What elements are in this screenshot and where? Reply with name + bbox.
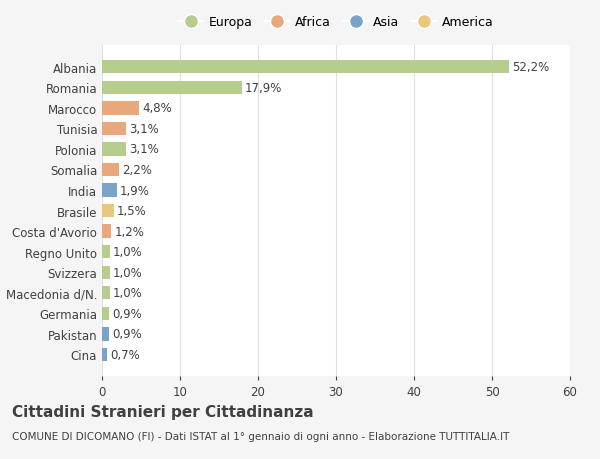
Bar	[102, 204, 114, 218]
Bar	[102, 225, 112, 238]
Legend: Europa, Africa, Asia, America: Europa, Africa, Asia, America	[175, 12, 497, 33]
Bar	[102, 102, 139, 115]
Bar	[102, 81, 242, 95]
Text: 1,0%: 1,0%	[113, 246, 143, 258]
Bar	[102, 328, 109, 341]
Bar	[102, 143, 126, 156]
Text: 17,9%: 17,9%	[245, 82, 282, 95]
Text: 0,9%: 0,9%	[112, 307, 142, 320]
Text: COMUNE DI DICOMANO (FI) - Dati ISTAT al 1° gennaio di ogni anno - Elaborazione T: COMUNE DI DICOMANO (FI) - Dati ISTAT al …	[12, 431, 509, 442]
Text: Cittadini Stranieri per Cittadinanza: Cittadini Stranieri per Cittadinanza	[12, 404, 314, 419]
Text: 3,1%: 3,1%	[130, 143, 159, 156]
Text: 2,2%: 2,2%	[122, 164, 152, 177]
Bar	[102, 266, 110, 280]
Bar	[102, 307, 109, 320]
Text: 1,0%: 1,0%	[113, 287, 143, 300]
Text: 4,8%: 4,8%	[143, 102, 172, 115]
Bar	[102, 184, 117, 197]
Bar	[102, 246, 110, 259]
Bar	[102, 61, 509, 74]
Text: 3,1%: 3,1%	[130, 123, 159, 135]
Text: 1,0%: 1,0%	[113, 266, 143, 279]
Text: 1,9%: 1,9%	[120, 184, 150, 197]
Text: 1,2%: 1,2%	[115, 225, 145, 238]
Text: 0,9%: 0,9%	[112, 328, 142, 341]
Bar	[102, 123, 126, 136]
Text: 52,2%: 52,2%	[512, 61, 550, 74]
Bar	[102, 348, 107, 361]
Bar	[102, 286, 110, 300]
Text: 1,5%: 1,5%	[117, 205, 146, 218]
Bar	[102, 163, 119, 177]
Text: 0,7%: 0,7%	[110, 348, 140, 361]
